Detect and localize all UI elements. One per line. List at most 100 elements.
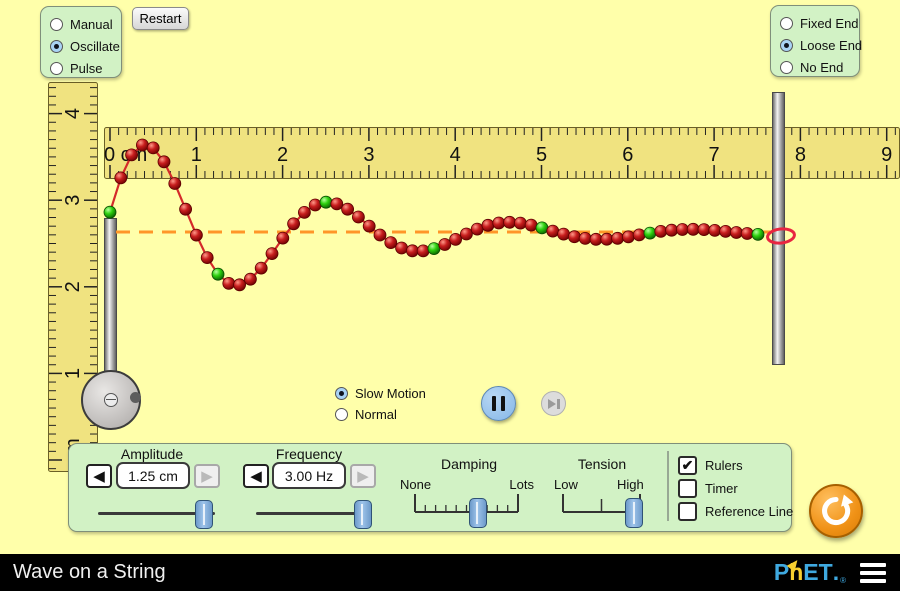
checkbox-reference-line[interactable]: Reference Line — [678, 502, 793, 521]
svg-text:1: 1 — [62, 368, 84, 379]
bead-red[interactable] — [189, 228, 203, 242]
checkbox-label: Timer — [705, 481, 738, 496]
bead-red[interactable] — [222, 276, 236, 290]
hamburger-menu-icon[interactable] — [860, 562, 886, 583]
radio-pulse[interactable]: Pulse — [50, 61, 103, 76]
bead-red[interactable] — [200, 251, 214, 265]
bead-red[interactable] — [438, 238, 452, 251]
radio-slow-motion[interactable]: Slow Motion — [335, 386, 426, 401]
restart-button[interactable]: Restart — [132, 7, 189, 30]
bead-red[interactable] — [600, 232, 614, 246]
tension-slider-thumb[interactable] — [625, 498, 644, 528]
wave-string[interactable] — [0, 0, 900, 560]
bead-green[interactable] — [427, 242, 441, 256]
bead-red[interactable] — [254, 261, 268, 275]
bead-red[interactable] — [287, 217, 301, 231]
radio-normal[interactable]: Normal — [335, 407, 397, 422]
amplitude-decrement-button[interactable]: ◀ — [86, 464, 112, 488]
svg-text:9: 9 — [881, 144, 892, 166]
bead-red[interactable] — [351, 210, 365, 224]
oscillator-wheel[interactable] — [81, 370, 141, 430]
bead-red[interactable] — [405, 244, 419, 258]
amplitude-slider-track[interactable] — [98, 512, 215, 515]
frequency-slider-thumb[interactable] — [353, 500, 372, 529]
bead-red[interactable] — [373, 228, 387, 242]
pause-button[interactable] — [481, 386, 516, 421]
bead-red[interactable] — [654, 224, 668, 238]
bead-red[interactable] — [265, 247, 279, 261]
bead-red[interactable] — [384, 236, 398, 250]
horizontal-ruler[interactable]: 0 cm123456789 — [104, 127, 900, 179]
bead-red[interactable] — [276, 231, 290, 245]
bead-red[interactable] — [416, 244, 430, 258]
bead-red[interactable] — [179, 202, 193, 216]
svg-text:4: 4 — [450, 144, 461, 166]
bead-red[interactable] — [578, 231, 592, 245]
bead-red[interactable] — [330, 197, 344, 211]
bead-red[interactable] — [546, 224, 560, 238]
bead-red[interactable] — [665, 223, 678, 237]
bead-red[interactable] — [589, 232, 603, 246]
frequency-increment-button[interactable]: ▶ — [350, 464, 376, 488]
checkbox-rulers[interactable]: ✔ Rulers — [678, 456, 743, 475]
damping-slider-thumb[interactable] — [468, 498, 487, 528]
bead-red[interactable] — [492, 216, 506, 230]
bead-red[interactable] — [297, 205, 311, 219]
bead-red[interactable] — [459, 227, 473, 241]
bead-red[interactable] — [632, 228, 646, 242]
bead-red[interactable] — [524, 218, 538, 232]
checkbox-icon — [678, 479, 697, 498]
bead-red[interactable] — [730, 226, 743, 239]
amplitude-slider-thumb[interactable] — [195, 500, 214, 529]
bead-red[interactable] — [308, 198, 322, 212]
bead-green[interactable] — [211, 267, 225, 281]
step-forward-button[interactable] — [541, 391, 566, 416]
amplitude-increment-button[interactable]: ▶ — [194, 464, 220, 488]
radio-icon — [50, 40, 63, 53]
bead-red[interactable] — [568, 230, 581, 244]
bead-red[interactable] — [125, 148, 139, 162]
bead-red[interactable] — [514, 216, 527, 230]
bead-green[interactable] — [643, 226, 657, 240]
bead-red[interactable] — [557, 227, 570, 241]
bead-green[interactable] — [103, 205, 117, 219]
bead-red[interactable] — [686, 222, 700, 236]
bead-red[interactable] — [135, 138, 149, 152]
bead-red[interactable] — [719, 224, 732, 238]
bead-red[interactable] — [243, 272, 257, 286]
bead-red[interactable] — [611, 231, 624, 245]
bead-green[interactable] — [319, 195, 333, 209]
bead-red[interactable] — [676, 223, 689, 236]
bead-green[interactable] — [535, 221, 549, 235]
bead-red[interactable] — [470, 222, 484, 236]
bead-red[interactable] — [233, 278, 247, 292]
bead-red[interactable] — [481, 218, 495, 232]
bead-red[interactable] — [503, 215, 517, 229]
bead-red[interactable] — [146, 141, 160, 155]
bead-red[interactable] — [114, 171, 128, 185]
bead-red[interactable] — [449, 232, 463, 246]
frequency-slider-track[interactable] — [256, 512, 371, 515]
bead-red[interactable] — [622, 230, 635, 244]
bead-red[interactable] — [341, 202, 355, 216]
svg-text:3: 3 — [363, 144, 374, 166]
radio-oscillate[interactable]: Oscillate — [50, 39, 120, 54]
radio-label: Loose End — [800, 38, 863, 53]
bead-red[interactable] — [168, 177, 182, 190]
radio-fixed-end[interactable]: Fixed End — [780, 16, 859, 31]
amplitude-value: 1.25 cm — [116, 462, 190, 489]
bead-red[interactable] — [708, 223, 722, 237]
radio-manual[interactable]: Manual — [50, 17, 113, 32]
bead-red[interactable] — [740, 227, 754, 240]
damping-lots-label: Lots — [509, 477, 534, 492]
bead-red[interactable] — [697, 223, 711, 237]
bead-green[interactable] — [751, 227, 765, 241]
bead-red[interactable] — [157, 155, 171, 169]
reset-button[interactable] — [809, 484, 863, 538]
radio-no-end[interactable]: No End — [780, 60, 843, 75]
bead-red[interactable] — [362, 219, 376, 233]
checkbox-timer[interactable]: Timer — [678, 479, 738, 498]
bead-red[interactable] — [395, 241, 409, 255]
radio-loose-end[interactable]: Loose End — [780, 38, 862, 53]
frequency-decrement-button[interactable]: ◀ — [243, 464, 269, 488]
